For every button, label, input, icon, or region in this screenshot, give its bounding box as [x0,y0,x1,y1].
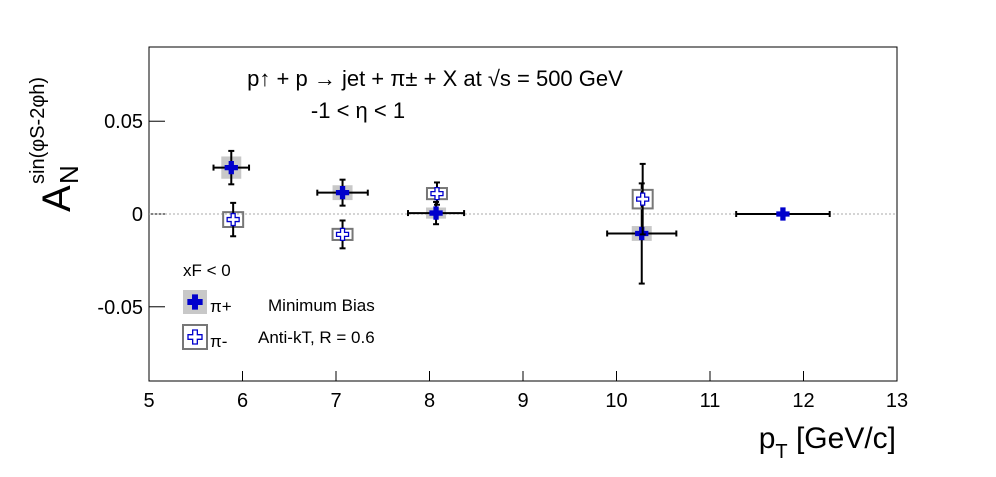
chart-subtitle: -1 < η < 1 [311,98,405,123]
data-point [636,192,650,206]
y-axis-label: A N sin(φS-2φh) [27,77,84,212]
chart-title: p↑ + p → jet + π± + X at √s = 500 GeV [247,66,623,91]
legend-title: xF < 0 [183,261,231,280]
y-tick-label: 0.05 [104,111,143,133]
legend-label: π- [210,332,227,351]
x-tick-label: 12 [792,390,814,412]
legend-marker [187,294,203,310]
x-tick-label: 11 [700,390,721,412]
y-axis-label-sub: N [54,165,84,184]
x-tick-label: 10 [605,390,627,412]
data-point [335,227,350,242]
data-point [335,186,350,200]
y-axis-label-sup: sin(φS-2φh) [27,77,49,184]
x-tick-label: 13 [886,390,908,412]
data-point [429,206,443,220]
data-point [430,186,444,201]
y-tick-label: -0.05 [97,297,143,319]
legend-marker [187,329,203,345]
x-axis-label: pT [GeV/c] [759,422,896,463]
annotation: Anti-kT, R = 0.6 [258,328,375,347]
data-point [776,207,790,221]
data-point [226,212,240,227]
y-axis-label-main: A [35,185,79,212]
data-point [224,160,238,175]
x-tick-label: 9 [517,390,528,412]
x-tick-label: 8 [424,390,435,412]
x-tick-label: 7 [330,390,341,412]
annotation: Minimum Bias [268,296,375,315]
x-tick-label: 5 [143,390,154,412]
y-tick-label: 0 [132,204,143,226]
legend-label: π+ [210,297,232,316]
x-tick-label: 6 [237,390,248,412]
